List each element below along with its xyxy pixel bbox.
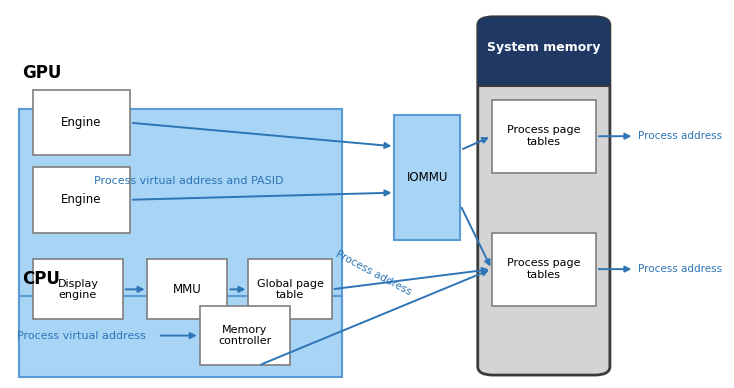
FancyBboxPatch shape	[148, 260, 228, 319]
Text: Process address: Process address	[638, 264, 722, 274]
Text: MMU: MMU	[173, 283, 202, 296]
Text: Memory
controller: Memory controller	[218, 325, 272, 346]
Text: IOMMU: IOMMU	[407, 171, 448, 184]
Text: Engine: Engine	[61, 193, 101, 206]
FancyBboxPatch shape	[492, 232, 596, 306]
FancyBboxPatch shape	[200, 306, 290, 365]
FancyBboxPatch shape	[394, 115, 460, 240]
FancyBboxPatch shape	[478, 17, 610, 375]
FancyBboxPatch shape	[478, 48, 610, 86]
FancyBboxPatch shape	[248, 260, 332, 319]
Text: Global page
table: Global page table	[257, 279, 324, 300]
FancyBboxPatch shape	[33, 260, 123, 319]
Text: GPU: GPU	[22, 64, 62, 82]
FancyBboxPatch shape	[33, 90, 130, 156]
Text: Process virtual address and PASID: Process virtual address and PASID	[95, 175, 284, 185]
Text: Process address: Process address	[334, 249, 413, 297]
FancyBboxPatch shape	[33, 167, 130, 232]
FancyBboxPatch shape	[19, 109, 342, 342]
Text: Process virtual address: Process virtual address	[17, 331, 146, 341]
FancyBboxPatch shape	[478, 17, 610, 86]
Text: System memory: System memory	[487, 41, 600, 54]
Text: Engine: Engine	[61, 116, 101, 129]
Text: CPU: CPU	[22, 270, 60, 288]
Text: Display
engine: Display engine	[57, 279, 98, 300]
Text: Process page
tables: Process page tables	[507, 125, 581, 147]
Text: Process page
tables: Process page tables	[507, 258, 581, 280]
Text: Process address: Process address	[638, 131, 722, 141]
FancyBboxPatch shape	[19, 296, 342, 377]
FancyBboxPatch shape	[492, 100, 596, 173]
